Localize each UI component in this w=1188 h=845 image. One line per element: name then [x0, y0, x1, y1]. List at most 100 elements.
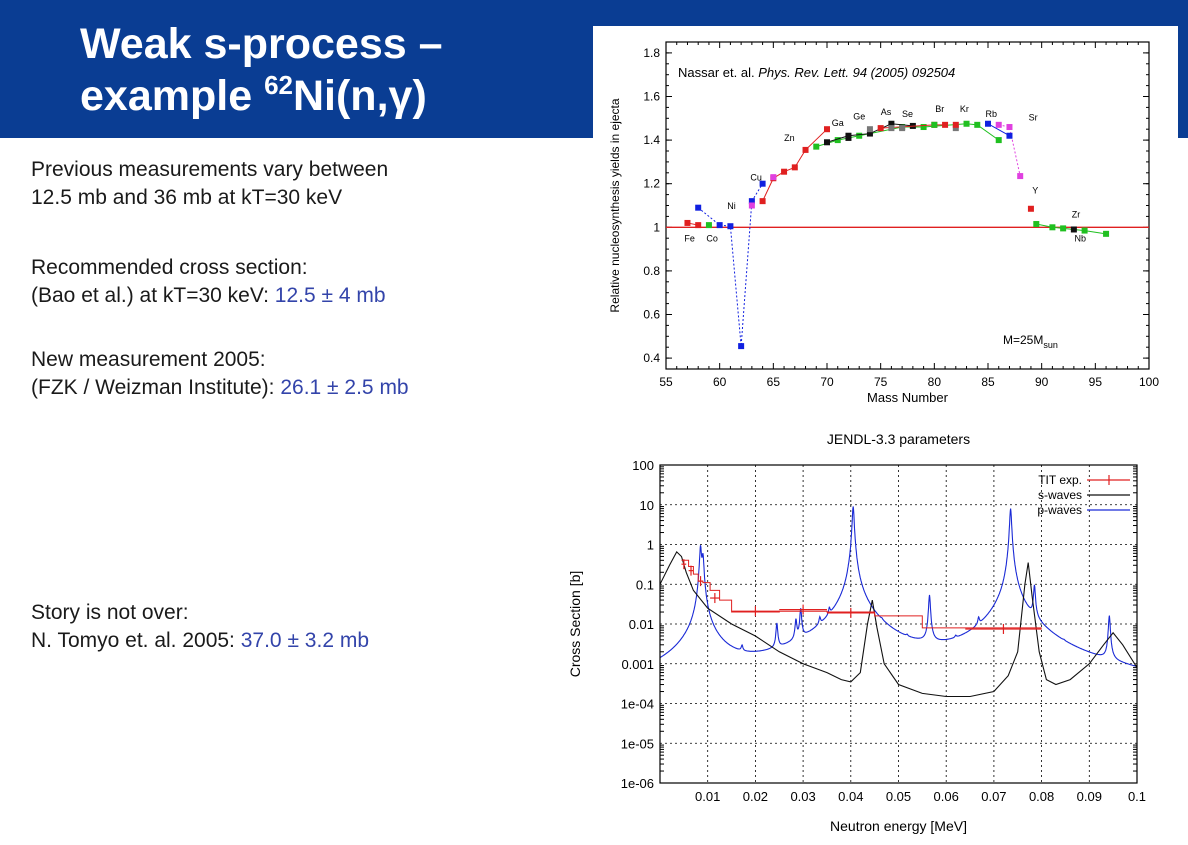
x-tick-label: 70: [820, 375, 834, 389]
annotation-journal: Phys. Rev. Lett. 94 (2005) 092504: [758, 65, 955, 80]
x-tick-label: 55: [659, 375, 673, 389]
yield-point: [684, 219, 691, 226]
reference-annotation: Nassar et. al. Phys. Rev. Lett. 94 (2005…: [678, 65, 955, 80]
yield-point: [1103, 230, 1110, 237]
x-tick-label: 0.1: [1128, 789, 1146, 804]
x-tick-label: 0.08: [1029, 789, 1054, 804]
y-tick-label: 0.8: [643, 264, 660, 278]
element-label: Fe: [684, 233, 695, 243]
x-tick-label: 0.05: [886, 789, 911, 804]
element-label: Ni: [727, 201, 736, 211]
tit-histogram: [681, 559, 1042, 629]
yield-point: [802, 146, 809, 153]
yield-point: [995, 137, 1002, 144]
x-tick-label: 80: [928, 375, 942, 389]
y-tick-label: 1e-05: [621, 736, 654, 751]
element-label: Zr: [1072, 209, 1081, 219]
y-tick-label: 100: [632, 458, 654, 473]
y-tick-label: 0.1: [636, 577, 654, 592]
story-line-2: N. Tomyo et. al. 2005: 37.0 ± 3.2 mb: [31, 627, 369, 655]
yield-point: [931, 121, 938, 128]
mass-label-subscript: sun: [1043, 340, 1058, 350]
x-tick-label: 100: [1139, 375, 1159, 389]
yield-point: [770, 174, 777, 181]
nucleosynthesis-chart: 55 60 65 70 75 80 85 90 95 100 0.4 0.6 0.8 1 1.2 1.4 1.6…: [608, 41, 1159, 405]
element-label: Kr: [960, 104, 969, 114]
yield-point: [824, 139, 830, 146]
new-measurement-value: 26.1 ± 2.5 mb: [280, 376, 409, 399]
slide-title: Weak s-process – example 62Ni(n,γ): [80, 18, 443, 122]
element-label: Sr: [1029, 112, 1038, 122]
y-tick-label: 0.01: [629, 617, 654, 632]
mass-label: M=25Msun: [1003, 333, 1058, 350]
recommended-source: (Bao et al.) at kT=30 keV:: [31, 284, 275, 307]
element-label: Nb: [1075, 233, 1087, 243]
yield-point: [899, 125, 906, 132]
title-line-2: example 62Ni(n,γ): [80, 70, 443, 122]
yield-point: [791, 164, 798, 171]
y-axis-label: Relative nucleosynthesis yields in eject…: [608, 98, 622, 312]
yield-point: [952, 125, 959, 132]
yield-point: [1070, 226, 1077, 233]
yield-point: [942, 121, 949, 128]
cross-section-chart-panel: JENDL-3.3 parameters 0.01 0.02 0.03 0.04 0.05…: [560, 425, 1180, 840]
legend-label: TIT exp.: [1038, 473, 1082, 487]
yield-series-line: [998, 124, 1021, 177]
x-tick-label: 60: [713, 375, 727, 389]
element-label: As: [881, 107, 892, 117]
yield-point: [1006, 124, 1013, 131]
story-source: N. Tomyo et. al. 2005:: [31, 629, 241, 652]
yield-point: [963, 120, 970, 127]
x-tick-label: 85: [981, 375, 995, 389]
s-waves-curve: [660, 551, 1137, 698]
cross-section-chart: JENDL-3.3 parameters 0.01 0.02 0.03 0.04 0.05…: [567, 431, 1146, 834]
nucleosynthesis-chart-panel: 55 60 65 70 75 80 85 90 95 100 0.4 0.6 0.8 1 1.2 1.4 1.6…: [593, 26, 1178, 410]
x-tick-label: 0.07: [981, 789, 1006, 804]
x-tick-label: 95: [1089, 375, 1103, 389]
yield-point: [1060, 225, 1067, 232]
y-tick-label: 1: [653, 220, 660, 234]
previous-measurements-line-2: 12.5 mb and 36 mb at kT=30 keV: [31, 186, 343, 209]
yield-point: [695, 222, 702, 229]
chart-title: JENDL-3.3 parameters: [827, 431, 970, 447]
yield-point: [695, 204, 702, 211]
yield-series-line: [762, 128, 828, 202]
p-waves-curve: [660, 506, 1137, 668]
y-tick-label: 0.6: [643, 308, 660, 322]
yield-point: [888, 120, 895, 127]
x-tick-label: 90: [1035, 375, 1049, 389]
yield-point: [738, 343, 745, 350]
recommended-line-2: (Bao et al.) at kT=30 keV: 12.5 ± 4 mb: [31, 282, 386, 310]
y-tick-label: 1.2: [643, 177, 660, 191]
title-gamma-symbol: γ: [388, 72, 413, 120]
yield-point: [1081, 227, 1088, 234]
yield-point: [716, 222, 723, 229]
x-tick-label: 0.01: [695, 789, 720, 804]
y-tick-label: 1.4: [643, 133, 660, 147]
yield-point: [888, 125, 895, 132]
yield-point: [877, 125, 884, 132]
yield-point: [952, 121, 959, 128]
title-line-1: Weak s-process –: [80, 20, 443, 68]
recommended-line-1: Recommended cross section:: [31, 256, 308, 279]
annotation-authors: Nassar et. al.: [678, 65, 758, 80]
yield-point: [1017, 173, 1024, 180]
element-label: Zn: [784, 133, 795, 143]
yield-point: [985, 120, 991, 127]
yield-point: [748, 202, 755, 209]
yield-point: [845, 134, 852, 141]
x-tick-label: 0.04: [838, 789, 863, 804]
yield-point: [866, 130, 873, 137]
y-axis-label: Cross Section [b]: [567, 571, 583, 678]
recommended-value: 12.5 ± 4 mb: [274, 284, 386, 307]
yield-point: [920, 124, 927, 131]
yield-point: [1049, 224, 1056, 231]
plot-curves: [660, 506, 1137, 698]
x-tick-label: 0.03: [790, 789, 815, 804]
element-label: Se: [902, 109, 913, 119]
plot-frame: [659, 464, 1138, 784]
title-close-paren: ): [412, 72, 427, 120]
legend-label: s-waves: [1038, 488, 1082, 502]
yield-point: [781, 168, 788, 175]
element-label: Cu: [750, 172, 762, 182]
